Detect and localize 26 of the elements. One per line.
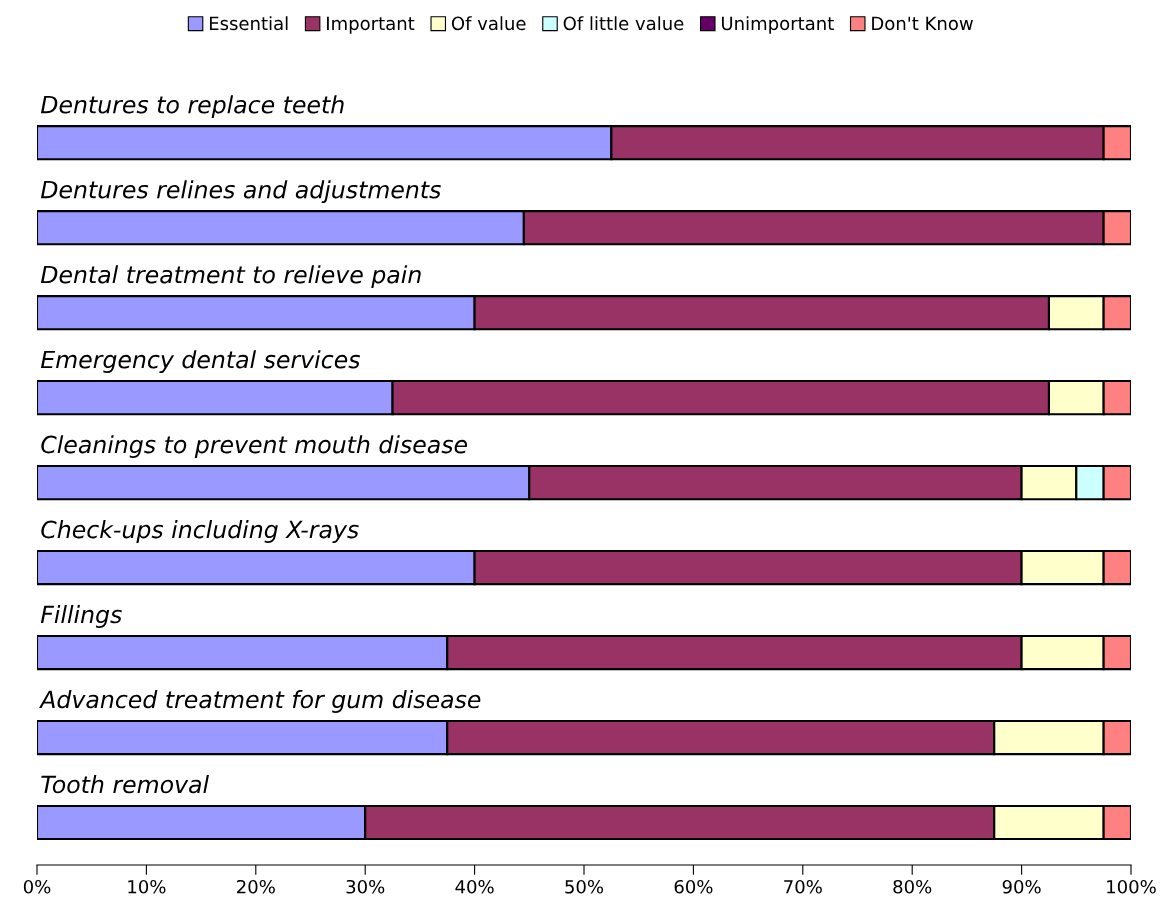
x-tick-label: 80% <box>893 879 932 894</box>
legend-label: Unimportant <box>721 16 834 34</box>
x-tick-label: 10% <box>128 879 166 894</box>
x-tick-label: 0% <box>23 879 51 894</box>
x-tick-label: 90% <box>1002 879 1041 894</box>
y-tick-label: Cleanings to prevent mouth disease <box>41 435 468 458</box>
y-tick-label: Dentures to replace teeth <box>40 95 344 119</box>
legend-label: Important <box>327 16 415 34</box>
x-tick-label: 60% <box>674 879 713 894</box>
y-tick-label: Advanced treatment for gum disease <box>39 690 481 713</box>
x-tick-label: 70% <box>784 879 822 894</box>
y-tick-label: Tooth removal <box>41 775 209 794</box>
x-tick-label: 20% <box>237 879 275 894</box>
legend-label: Of little value <box>563 16 684 31</box>
legend-label: Don't Know <box>872 16 973 31</box>
x-tick-label: 30% <box>346 879 385 894</box>
x-tick-label: 50% <box>565 879 604 894</box>
y-tick-label: Dentures relines and adjustments <box>40 180 441 204</box>
x-tick-label: 40% <box>455 879 494 894</box>
y-tick-label: Emergency dental services <box>40 350 361 373</box>
y-tick-label: Check-ups including X-rays <box>41 520 359 543</box>
legend-label: Essential <box>209 16 288 31</box>
x-tick-label: 100% <box>1107 879 1156 894</box>
y-tick-label: Dental treatment to relieve pain <box>40 265 421 289</box>
y-tick-label: Fillings <box>40 605 122 628</box>
legend-label: Of value <box>451 16 526 31</box>
